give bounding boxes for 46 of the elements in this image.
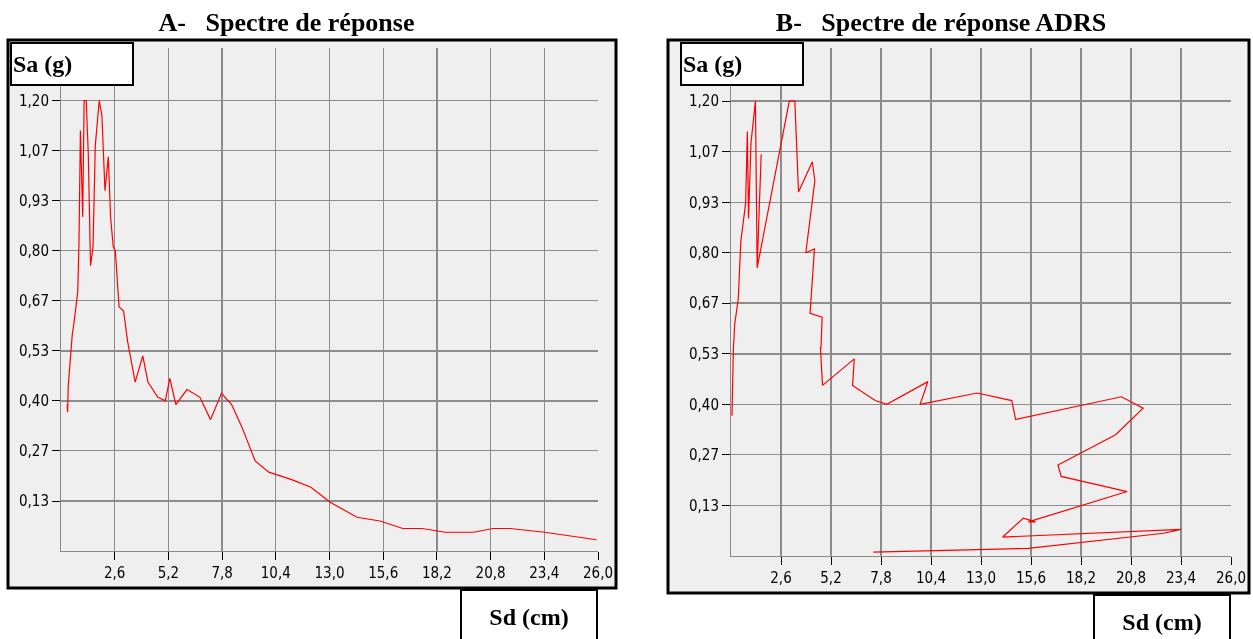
y-tick-label: 1,20 (18, 91, 49, 110)
y-tick-label: 1,07 (18, 141, 49, 160)
x-axis-title: Sd (cm) (489, 604, 569, 630)
x-tick-label: 7,8 (211, 564, 233, 582)
y-tick-label: 0,40 (18, 392, 49, 411)
x-tick-label: 2,6 (770, 569, 792, 587)
x-tick-label: 13,0 (965, 569, 997, 587)
y-tick-label: 0,93 (18, 192, 49, 211)
x-tick-label: 18,2 (421, 564, 452, 582)
y-tick-label: 0,80 (18, 241, 49, 260)
y-tick-label: 1,20 (688, 92, 719, 111)
x-tick-label: 23,4 (1165, 569, 1197, 587)
x-tick-label: 15,6 (1015, 569, 1047, 587)
x-tick-label: 26,0 (1215, 569, 1247, 587)
x-tick-label: 20,8 (1115, 569, 1147, 587)
y-tick-label: 0,93 (688, 193, 719, 212)
y-tick-label: 0,13 (688, 496, 719, 515)
x-tick-label: 23,4 (529, 564, 560, 582)
y-tick-label: 1,07 (688, 142, 719, 161)
x-tick-label: 7,8 (870, 569, 892, 587)
x-tick-label: 5,2 (157, 564, 180, 582)
y-tick-label: 0,80 (688, 243, 719, 262)
chart-title: A- Spectre de réponse (158, 8, 415, 38)
chart-title: B- Spectre de réponse ADRS (775, 8, 1107, 38)
y-tick-label: 0,53 (688, 345, 719, 364)
y-axis-title: Sa (g) (13, 51, 73, 77)
line-series (66, 99, 598, 541)
y-tick-label: 0,67 (688, 294, 719, 313)
y-tick-label: 0,40 (688, 395, 719, 414)
x-tick-label: 2,6 (103, 564, 126, 582)
x-axis-title: Sd (cm) (1122, 609, 1202, 635)
y-tick-label: 0,67 (18, 291, 49, 310)
line-series (731, 100, 1182, 553)
y-axis-title: Sa (g) (683, 51, 743, 77)
y-tick-label: 0,53 (18, 342, 49, 361)
x-tick-label: 10,4 (915, 569, 947, 587)
y-tick-label: 0,27 (688, 446, 719, 465)
x-tick-label: 26,0 (582, 564, 614, 582)
x-tick-label: 18,2 (1065, 569, 1097, 587)
x-tick-label: 13,0 (314, 564, 345, 582)
x-tick-label: 15,6 (368, 564, 399, 582)
x-tick-label: 20,8 (475, 564, 506, 582)
y-tick-label: 0,27 (18, 442, 49, 461)
y-tick-label: 0,13 (18, 492, 49, 511)
x-tick-label: 10,4 (260, 564, 291, 582)
x-tick-label: 5,2 (820, 569, 842, 587)
